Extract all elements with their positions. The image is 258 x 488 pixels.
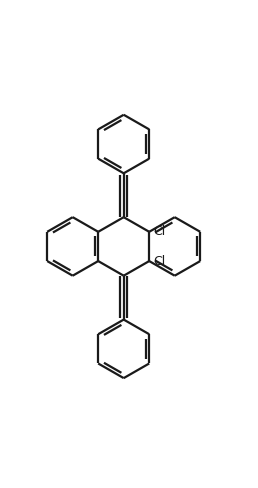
- Text: Cl: Cl: [153, 225, 165, 238]
- Text: Cl: Cl: [153, 255, 165, 267]
